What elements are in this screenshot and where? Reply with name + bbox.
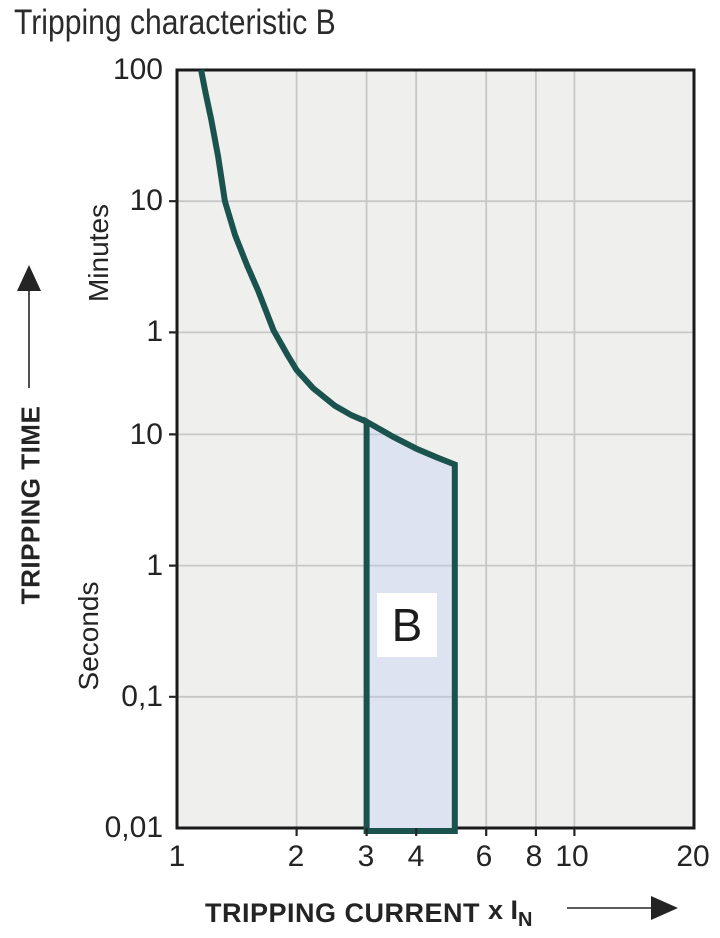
chart-title: Tripping characteristic B xyxy=(14,3,336,43)
x-tick-10: 10 xyxy=(530,842,614,872)
x-axis-unit-main: x I xyxy=(488,895,518,925)
b-region-label-box: B xyxy=(377,593,437,657)
y-tick-1-min: 1 xyxy=(38,317,163,347)
x-axis-unit-subscript: N xyxy=(518,909,532,931)
x-axis-arrow xyxy=(567,896,678,920)
y-unit-minutes: Minutes xyxy=(83,204,115,302)
x-tick-20: 20 xyxy=(651,842,720,872)
y-unit-seconds: Seconds xyxy=(73,582,105,691)
y-tick-001-sec: 0,01 xyxy=(38,813,163,843)
b-region-label: B xyxy=(392,598,423,652)
x-axis-unit: x IN xyxy=(488,895,532,932)
y-tick-10-sec: 10 xyxy=(38,420,163,450)
y-tick-100-min: 100 xyxy=(38,55,163,85)
y-axis-label: TRIPPING TIME xyxy=(16,406,47,605)
x-tick-1: 1 xyxy=(135,842,219,872)
tripping-characteristic-chart xyxy=(0,0,720,938)
y-tick-1-sec: 1 xyxy=(38,551,163,581)
x-axis-label: TRIPPING CURRENT xyxy=(205,898,480,929)
